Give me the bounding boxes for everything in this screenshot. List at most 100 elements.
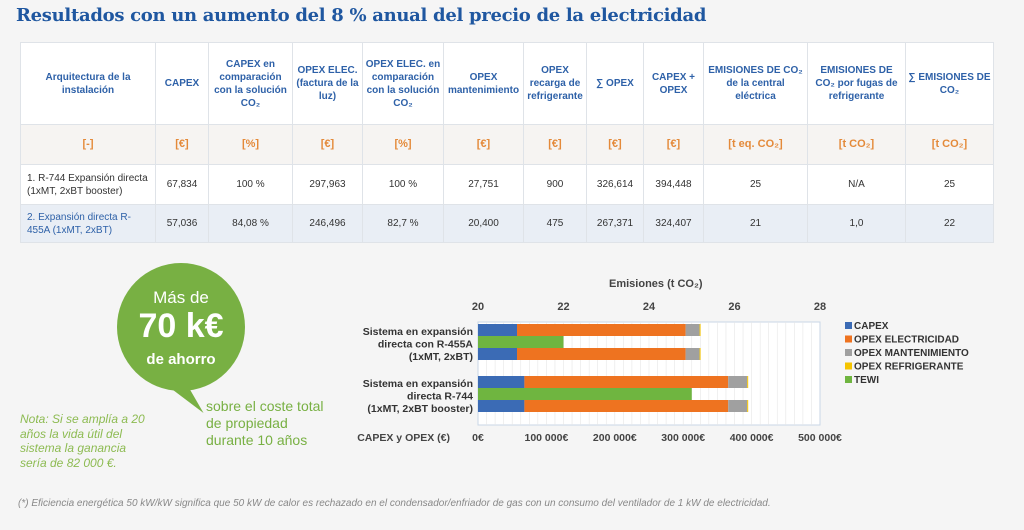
savings-amount: 70 k€ — [138, 307, 224, 345]
legend-swatch — [845, 322, 852, 329]
legend-swatch — [845, 362, 852, 370]
legend-label: OPEX REFRIGERANTE — [854, 362, 964, 373]
emissions-axis-label: Emisiones (t CO₂) — [609, 278, 703, 290]
category-label: Sistema en expansión — [363, 378, 473, 390]
architecture-cell: 1. R-744 Expansión directa (1xMT, 2xBT b… — [20, 164, 156, 205]
bar-opex-mantenimiento — [728, 400, 748, 412]
header-cell: OPEX mantenimiento — [443, 42, 524, 125]
unit-cell: [t CO₂] — [905, 124, 994, 165]
value-cell: 475 — [523, 204, 587, 243]
value-cell: 27,751 — [443, 164, 524, 205]
footnote: (*) Eficiencia energética 50 kW/kW signi… — [18, 498, 771, 509]
bar-tewi — [478, 336, 564, 348]
value-cell: 1,0 — [807, 204, 906, 243]
value-cell: 297,963 — [292, 164, 363, 205]
emissions-tick-label: 28 — [814, 301, 826, 313]
bar-opex-refrigerante — [699, 348, 701, 360]
results-table: Arquitectura de la instalación CAPEX CAP… — [20, 42, 994, 243]
legend-swatch — [845, 335, 852, 343]
header-cell: ∑ EMISIONES DE CO₂ — [905, 42, 994, 125]
cost-emissions-chart: Emisiones (t CO₂) 20 22 24 26 28 0€ 100 000€ 200… — [357, 278, 969, 444]
table-row: 2. Expansión directa R-455A (1xMT, 2xBT)… — [20, 204, 994, 243]
value-cell: N/A — [807, 164, 906, 205]
emissions-tick-label: 26 — [728, 301, 740, 313]
bar-opex-mantenimiento — [685, 348, 700, 360]
unit-cell: [€] — [443, 124, 524, 165]
unit-cell: [€] — [155, 124, 209, 165]
category-label: (1xMT, 2xBT) — [409, 351, 473, 363]
header-cell: OPEX ELEC. (factura de la luz) — [292, 42, 363, 125]
value-cell: 84,08 % — [208, 204, 293, 243]
unit-cell: [€] — [292, 124, 363, 165]
value-cell: 25 — [703, 164, 808, 205]
category-label: (1xMT, 2xBT booster) — [367, 403, 473, 415]
bar-opex-mantenimiento — [728, 376, 748, 388]
cost-axis-label: CAPEX y OPEX (€) — [357, 432, 450, 444]
savings-post: de ahorro — [146, 351, 216, 368]
value-cell: 57,036 — [155, 204, 209, 243]
value-cell: 21 — [703, 204, 808, 243]
value-cell: 324,407 — [643, 204, 704, 243]
value-cell: 20,400 — [443, 204, 524, 243]
page-title: Resultados con un aumento del 8 % anual … — [16, 5, 707, 26]
unit-cell: [-] — [20, 124, 156, 165]
header-cell: Arquitectura de la instalación — [20, 42, 156, 125]
legend-swatch — [845, 349, 852, 356]
bar-capex — [478, 324, 518, 336]
header-cell: CAPEX en comparación con la solución CO₂ — [208, 42, 293, 125]
unit-cell: [€] — [643, 124, 704, 165]
architecture-cell: 2. Expansión directa R-455A (1xMT, 2xBT) — [20, 204, 156, 243]
value-cell: 267,371 — [586, 204, 644, 243]
table-header-row: Arquitectura de la instalación CAPEX CAP… — [20, 42, 994, 125]
category-label: directa con R-455A — [378, 339, 474, 351]
unit-cell: [€] — [523, 124, 587, 165]
savings-note: Nota: Si se amplía a 20 años la vida úti… — [20, 412, 145, 470]
value-cell: 326,614 — [586, 164, 644, 205]
value-cell: 67,834 — [155, 164, 209, 205]
unit-cell: [€] — [586, 124, 644, 165]
emissions-tick-label: 24 — [643, 301, 656, 313]
bar-capex — [478, 348, 518, 360]
bar-opex-mantenimiento — [685, 324, 700, 336]
bar-opex-electricidad — [524, 400, 729, 412]
header-cell: ∑ OPEX — [586, 42, 644, 125]
cost-tick-label: 100 000€ — [525, 432, 569, 444]
value-cell: 246,496 — [292, 204, 363, 243]
cost-tick-label: 400 000€ — [730, 432, 774, 444]
header-cell: OPEX ELEC. en comparación con la solució… — [362, 42, 444, 125]
legend-label: TEWI — [854, 375, 879, 386]
bar-opex-refrigerante — [747, 400, 749, 412]
legend-label: OPEX ELECTRICIDAD — [854, 335, 959, 346]
value-cell: 100 % — [362, 164, 444, 205]
bar-opex-electricidad — [517, 324, 686, 336]
category-label: Sistema en expansión — [363, 326, 473, 338]
savings-caption: sobre el coste total de propiedad durant… — [206, 398, 324, 448]
value-cell: 82,7 % — [362, 204, 444, 243]
legend-label: CAPEX — [854, 321, 889, 332]
emissions-tick-label: 22 — [557, 301, 569, 313]
unit-cell: [t CO₂] — [807, 124, 906, 165]
header-cell: CAPEX — [155, 42, 209, 125]
savings-pre: Más de — [153, 288, 209, 307]
emissions-tick-label: 20 — [472, 301, 484, 313]
units-row: [-] [€] [%] [€] [%] [€] [€] [€] [€] [t eq. CO₂] [t… — [20, 124, 994, 165]
value-cell: 900 — [523, 164, 587, 205]
header-cell: OPEX recarga de refrigerante — [523, 42, 587, 125]
category-label: directa R-744 — [407, 391, 473, 403]
bar-opex-refrigerante — [747, 376, 749, 388]
header-cell: EMISIONES DE CO₂ por fugas de refrigeran… — [807, 42, 906, 125]
table-row: 1. R-744 Expansión directa (1xMT, 2xBT b… — [20, 164, 994, 205]
cost-tick-label: 500 000€ — [798, 432, 842, 444]
header-cell: CAPEX + OPEX — [643, 42, 704, 125]
value-cell: 394,448 — [643, 164, 704, 205]
legend-swatch — [845, 376, 852, 383]
value-cell: 22 — [905, 204, 994, 243]
cost-tick-label: 200 000€ — [593, 432, 637, 444]
bar-opex-electricidad — [517, 348, 686, 360]
bar-capex — [478, 400, 525, 412]
bar-capex — [478, 376, 525, 388]
cost-tick-label: 300 000€ — [661, 432, 705, 444]
value-cell: 25 — [905, 164, 994, 205]
cost-tick-label: 0€ — [472, 432, 484, 444]
unit-cell: [%] — [208, 124, 293, 165]
